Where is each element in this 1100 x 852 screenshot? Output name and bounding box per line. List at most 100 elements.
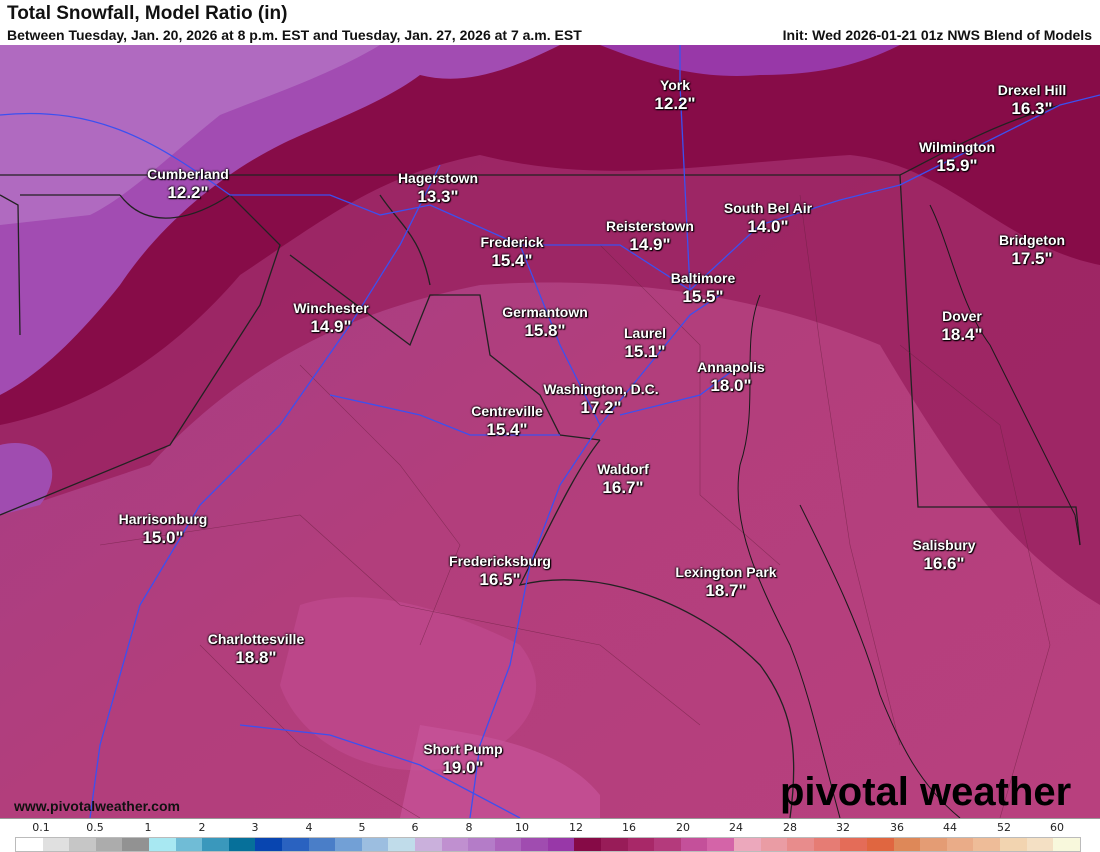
snowfall-value: 14.0" (747, 217, 789, 236)
city-name: Wilmington (918, 139, 996, 155)
city-name: Bridgeton (998, 232, 1066, 248)
legend-swatch (547, 838, 575, 851)
city-name: Centreville (471, 403, 543, 419)
legend-swatch (707, 838, 735, 851)
city-name: South Bel Air (723, 200, 813, 216)
snowfall-value: 12.2" (167, 183, 209, 202)
snowfall-value: 16.5" (479, 570, 521, 589)
snowfall-shading (0, 443, 53, 515)
city-label: Short Pump 19.0" (423, 741, 502, 777)
legend-swatch (255, 838, 282, 851)
snowfall-value: 16.7" (602, 478, 644, 497)
city-label: Lexington Park 18.7" (675, 564, 776, 600)
pivotal-weather-logo: pivotal weather (780, 770, 1072, 814)
legend-tick-label: 36 (890, 821, 904, 834)
snowfall-value: 15.9" (936, 156, 978, 175)
city-name: Germantown (502, 304, 588, 320)
legend-swatch (175, 838, 203, 851)
city-label: Dover 18.4" (941, 308, 982, 344)
legend-tick-label: 24 (729, 821, 743, 834)
snowfall-value: 15.1" (624, 342, 666, 361)
legend-swatch (654, 838, 681, 851)
legend-tick-label: 32 (836, 821, 850, 834)
city-label: Washington, D.C. 17.2" (543, 381, 658, 417)
legend-swatch (1026, 838, 1054, 851)
city-name: Hagerstown (397, 170, 479, 186)
city-name: Winchester (293, 300, 369, 316)
city-label: Baltimore 15.5" (671, 270, 736, 306)
legend-swatch (468, 838, 495, 851)
color-legend: 0.1 0.5 1 2 3 4 5 6 8 10 12 16 20 24 28 32 36 44 52 60 (0, 818, 1100, 852)
snowfall-value: 13.3" (417, 187, 459, 206)
init-info: Init: Wed 2026-01-21 01z NWS Blend of Mo… (782, 27, 1092, 43)
city-name: Lexington Park (675, 564, 777, 580)
city-label: Winchester 14.9" (293, 300, 368, 336)
legend-swatch (335, 838, 362, 851)
legend-tick-label: 2 (198, 821, 206, 834)
snowfall-value: 15.0" (142, 528, 184, 547)
snowfall-value: 17.5" (1011, 249, 1053, 268)
legend-swatch (228, 838, 256, 851)
legend-swatch (308, 838, 336, 851)
snowfall-value: 18.4" (941, 325, 983, 344)
map-title: Total Snowfall, Model Ratio (in) (7, 3, 288, 24)
snowfall-shading (600, 45, 900, 76)
city-name: Cumberland (147, 166, 229, 182)
city-label: Centreville 15.4" (471, 403, 543, 439)
snowfall-shading (280, 597, 537, 771)
city-label: Charlottesville 18.8" (208, 631, 304, 667)
city-label: York 12.2" (654, 77, 695, 113)
legend-swatch (973, 838, 1000, 851)
snowfall-value: 15.8" (524, 321, 566, 340)
legend-swatch (601, 838, 628, 851)
legend-swatch (787, 838, 814, 851)
city-label: Germantown 15.8" (502, 304, 588, 340)
legend-swatch (95, 838, 123, 851)
legend-swatch (281, 838, 309, 851)
legend-ticks: 0.1 0.5 1 2 3 4 5 6 8 10 12 16 20 24 28 32 36 44 52 60 (0, 821, 1100, 835)
legend-swatch (148, 838, 176, 851)
legend-swatch (574, 838, 602, 851)
legend-swatch (867, 838, 894, 851)
snowfall-shading (0, 45, 380, 225)
header: Total Snowfall, Model Ratio (in) Between… (0, 0, 1100, 45)
legend-swatch (840, 838, 867, 851)
city-label: Waldorf 16.7" (597, 461, 649, 497)
state-borders (0, 104, 1081, 818)
highways (0, 45, 1100, 818)
legend-color-bar (15, 837, 1081, 852)
legend-tick-label: 0.1 (32, 821, 50, 834)
city-name: Fredericksburg (449, 553, 551, 569)
city-label: Wilmington 15.9" (919, 139, 995, 175)
city-name: Annapolis (697, 359, 765, 375)
legend-swatch (813, 838, 841, 851)
legend-tick-label: 8 (465, 821, 473, 834)
city-label: Frederick 15.4" (480, 234, 543, 270)
snowfall-value: 16.3" (1011, 99, 1053, 118)
legend-tick-label: 44 (943, 821, 957, 834)
snowfall-value: 15.5" (682, 287, 724, 306)
city-label: South Bel Air 14.0" (724, 200, 812, 236)
website-text: www.pivotalweather.com (14, 798, 180, 814)
city-name: Laurel (623, 325, 667, 341)
city-label: Reisterstown 14.9" (606, 218, 694, 254)
city-name: Salisbury (912, 537, 976, 553)
city-label: Laurel 15.1" (624, 325, 666, 361)
snowfall-value: 15.4" (486, 420, 528, 439)
city-name: Reisterstown (606, 218, 694, 234)
legend-swatch (388, 838, 415, 851)
coastline (737, 204, 1081, 818)
legend-tick-label: 28 (783, 821, 797, 834)
legend-swatch (920, 838, 947, 851)
legend-swatch (361, 838, 389, 851)
snowfall-value: 17.2" (580, 398, 622, 417)
legend-swatch (441, 838, 469, 851)
legend-tick-label: 6 (411, 821, 419, 834)
legend-swatch (16, 838, 43, 851)
legend-tick-label: 1 (144, 821, 152, 834)
legend-swatch (42, 838, 70, 851)
legend-tick-label: 12 (569, 821, 583, 834)
city-label: Salisbury 16.6" (912, 537, 975, 573)
legend-swatch (734, 838, 761, 851)
city-label: Drexel Hill 16.3" (998, 82, 1066, 118)
